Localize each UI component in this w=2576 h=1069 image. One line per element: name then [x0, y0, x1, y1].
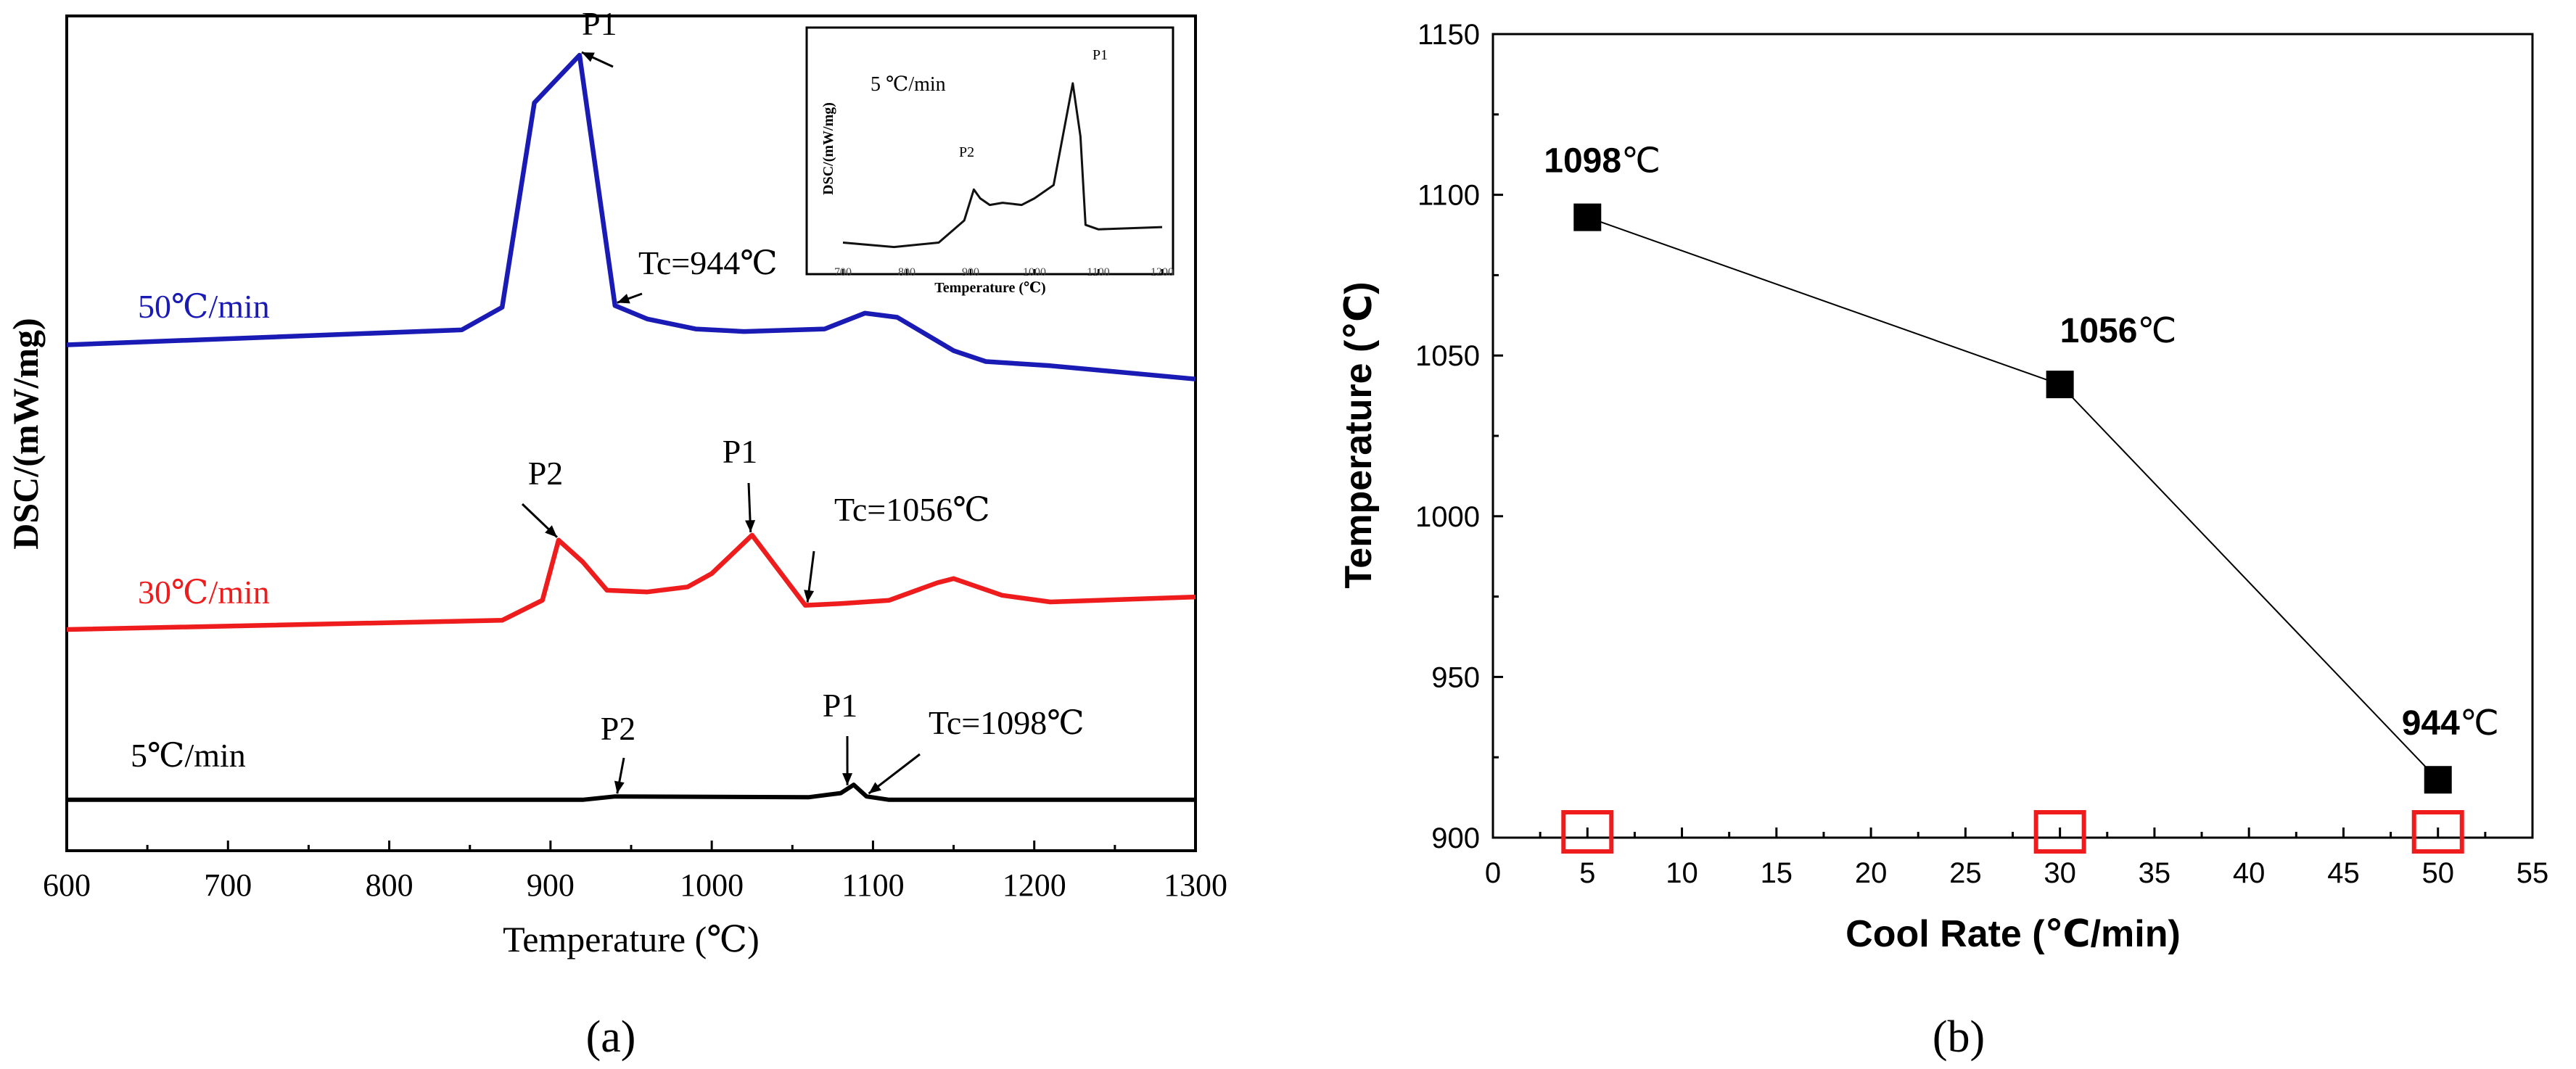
inset-series [842, 82, 1163, 249]
x-tick-label-a: 900 [527, 867, 575, 903]
inset-x-tick-label: 1100 [1087, 266, 1109, 278]
x-tick-label-b: 40 [2233, 857, 2266, 889]
inset-annotation-label: P1 [1092, 47, 1108, 63]
panel-label-a: (a) [586, 1012, 636, 1062]
data-point [2424, 766, 2452, 794]
panel-b-xlabel: Cool Rate (℃/min) [1845, 913, 2181, 955]
inset-x-tick-label: 700 [834, 266, 852, 278]
highlight-box [2411, 810, 2464, 854]
series-line-5 [67, 783, 1196, 802]
annotation-arrow-head [614, 780, 625, 794]
panel-a-xlabel: Temperature (℃) [503, 919, 760, 959]
annotation-arrow [745, 482, 756, 532]
inset-ylabel: DSC/(mW/mg) [820, 102, 836, 195]
x-tick-label-a: 600 [43, 867, 91, 903]
annotation-label: Tc=1056℃ [834, 491, 990, 528]
x-tick-label-a: 1100 [841, 867, 904, 903]
annotation-label: P1 [582, 5, 617, 42]
x-tick-label-a: 1000 [680, 867, 744, 903]
y-tick-label-b: 1100 [1417, 180, 1480, 212]
y-tick-label-b: 1050 [1415, 340, 1480, 372]
x-tick-label-b: 25 [1949, 857, 1982, 889]
series-label-50: 50℃/min [138, 288, 270, 325]
annotation-arrow [617, 292, 643, 304]
x-tick-label-b: 5 [1579, 857, 1595, 889]
x-tick-label-b: 10 [1666, 857, 1698, 889]
data-point-label: 944℃ [2402, 704, 2499, 743]
annotation-label: Tc=944℃ [638, 244, 778, 281]
inset-rate-label: 5 ℃/min [871, 73, 946, 96]
y-tick-label-b: 950 [1431, 661, 1480, 693]
x-tick-label-b: 15 [1761, 857, 1793, 889]
inset-xlabel: Temperature (℃) [934, 280, 1045, 296]
annotation-label: P1 [723, 433, 758, 470]
x-tick-label-a: 800 [366, 867, 413, 903]
panel-a-annotations: P1 Tc=944℃ P2 P1 Tc=1056℃ P2 P1 Tc=1098℃ [521, 5, 1085, 795]
panel-b-ticks: 0 5 10 15 20 25 30 35 40 45 50 55 900 950 1000 1050 1100… [1415, 19, 2548, 889]
inset-annotation-label: P2 [959, 144, 974, 160]
x-tick-label-a: 1200 [1003, 867, 1066, 903]
x-tick-label-a: 1300 [1164, 867, 1227, 903]
annotation-label: P2 [601, 710, 636, 747]
panel-a-series [66, 52, 1196, 802]
panel-a-ylabel: DSC/(mW/mg) [5, 318, 46, 549]
x-tick-label-b: 35 [2139, 857, 2171, 889]
annotation-arrow [868, 753, 921, 795]
y-tick-label-b: 1000 [1415, 501, 1480, 533]
inset-frame [805, 26, 1174, 276]
annotation-label: Tc=1098℃ [929, 704, 1085, 741]
x-tick-label-b: 20 [1855, 857, 1888, 889]
inset-x-tick-label: 1200 [1151, 266, 1174, 278]
x-tick-label-b: 55 [2517, 857, 2549, 889]
annotation-arrow-head [868, 782, 881, 794]
series-label-30: 30℃/min [138, 574, 270, 611]
annotation-arrow [804, 550, 815, 603]
inset-series-line [842, 82, 1163, 249]
inset-x-tick-label: 800 [898, 266, 915, 278]
data-point [2046, 371, 2074, 399]
y-tick-label-b: 900 [1431, 822, 1480, 854]
annotation-label: P2 [528, 455, 564, 492]
highlight-box [2033, 810, 2086, 854]
inset-x-tick-label: 1000 [1023, 266, 1046, 278]
x-tick-label-b: 50 [2421, 857, 2454, 889]
series-line-30 [66, 532, 1196, 632]
inset-x-ticks: 700 800 900 1000 1100 1200 [834, 266, 1174, 278]
annotation-arrow-head [745, 520, 756, 532]
x-tick-label-b: 45 [2327, 857, 2360, 889]
data-point-label: 1098℃ [1544, 142, 1661, 181]
annotation-arrow-head [804, 590, 815, 603]
panel-a-x-ticks: 600 700 800 900 1000 1100 1200 1300 [43, 841, 1227, 903]
x-tick-label-a: 700 [204, 867, 252, 903]
panel-b-ylabel: Temperature (℃) [1338, 281, 1380, 588]
x-tick-label-b: 0 [1485, 857, 1501, 889]
data-point-label: 1056℃ [2060, 312, 2177, 350]
panel-b-series: 1098℃ 1056℃ 944℃ [1544, 142, 2499, 794]
trend-line [1587, 216, 2439, 780]
annotation-arrow [581, 51, 614, 68]
highlight-box [1561, 810, 1614, 854]
annotation-arrow-head [617, 294, 630, 304]
annotation-arrow-head [581, 52, 595, 62]
x-tick-label-b: 30 [2044, 857, 2076, 889]
inset-annotations: P2 P1 [959, 47, 1108, 160]
annotation-arrow [842, 735, 853, 785]
data-point [1573, 203, 1602, 231]
annotation-arrow-head [545, 525, 557, 537]
annotation-arrow [614, 757, 625, 794]
series-line-50 [66, 52, 1196, 381]
inset-x-tick-label: 900 [962, 266, 979, 278]
panel-label-b: (b) [1933, 1012, 1985, 1062]
y-tick-label-b: 1150 [1417, 19, 1480, 51]
series-label-5: 5℃/min [131, 737, 246, 774]
annotation-label: P1 [823, 687, 858, 724]
annotation-arrow-head [842, 773, 853, 785]
annotation-arrow [521, 503, 559, 538]
